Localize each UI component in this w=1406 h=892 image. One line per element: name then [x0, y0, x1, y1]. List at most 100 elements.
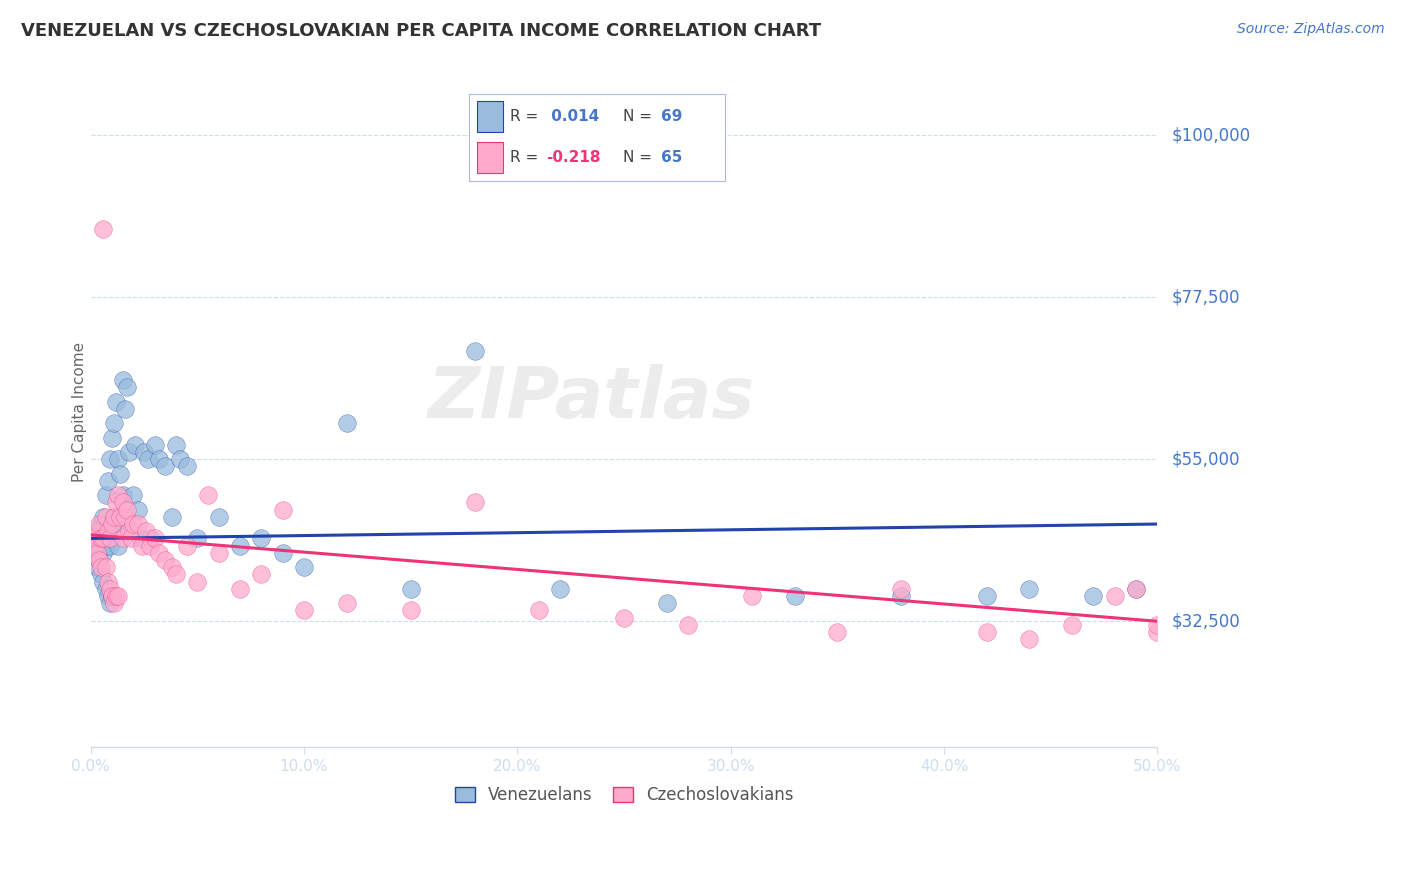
Point: [1018, 632, 1040, 647]
Point: [148, 546, 170, 560]
Point: [976, 589, 998, 603]
Point: [105, 589, 128, 603]
Point: [169, 452, 191, 467]
Point: [98, 596, 121, 610]
Point: [105, 495, 128, 509]
Point: [98, 539, 121, 553]
Point: [292, 560, 315, 574]
Point: [143, 438, 166, 452]
Point: [464, 344, 486, 359]
Text: Source: ZipAtlas.com: Source: ZipAtlas.com: [1237, 22, 1385, 37]
Point: [783, 589, 806, 603]
Text: $77,500: $77,500: [1171, 288, 1240, 306]
Point: [148, 452, 170, 467]
Point: [111, 373, 134, 387]
Point: [120, 532, 142, 546]
Point: [464, 495, 486, 509]
Point: [271, 546, 294, 560]
Point: [82, 532, 104, 546]
Point: [103, 509, 125, 524]
Point: [128, 532, 150, 546]
Point: [83, 539, 105, 553]
Point: [90, 567, 112, 582]
Point: [120, 524, 142, 539]
Point: [107, 488, 129, 502]
Point: [1146, 618, 1168, 632]
Point: [86, 546, 108, 560]
Point: [93, 532, 115, 546]
Text: $100,000: $100,000: [1171, 126, 1250, 145]
Point: [93, 546, 115, 560]
Point: [118, 524, 141, 539]
Point: [890, 582, 912, 596]
Point: [110, 467, 132, 481]
Point: [741, 589, 763, 603]
Point: [103, 509, 125, 524]
Point: [1083, 589, 1105, 603]
Point: [101, 516, 124, 531]
Point: [101, 516, 124, 531]
Point: [94, 560, 117, 574]
Point: [114, 401, 136, 416]
Point: [86, 524, 108, 539]
Text: $32,500: $32,500: [1171, 612, 1240, 631]
Point: [103, 416, 125, 430]
Point: [132, 445, 155, 459]
Point: [90, 516, 112, 531]
Point: [976, 625, 998, 640]
Point: [122, 516, 145, 531]
Point: [676, 618, 699, 632]
Point: [250, 567, 273, 582]
Point: [86, 560, 108, 574]
Point: [122, 488, 145, 502]
Point: [139, 532, 162, 546]
Point: [107, 589, 129, 603]
Point: [527, 603, 550, 617]
Point: [207, 509, 229, 524]
Legend: Venezuelans, Czechoslovakians: Venezuelans, Czechoslovakians: [446, 778, 801, 813]
Point: [271, 502, 294, 516]
Point: [890, 589, 912, 603]
Point: [115, 502, 138, 516]
Point: [115, 380, 138, 394]
Point: [127, 502, 149, 516]
Point: [336, 416, 359, 430]
Point: [97, 524, 120, 539]
Point: [94, 488, 117, 502]
Point: [1125, 582, 1147, 596]
Point: [111, 495, 134, 509]
Point: [83, 539, 105, 553]
Text: $55,000: $55,000: [1171, 450, 1240, 468]
Point: [186, 532, 208, 546]
Point: [176, 459, 198, 474]
Point: [90, 532, 112, 546]
Point: [94, 509, 117, 524]
Point: [105, 516, 128, 531]
Point: [229, 539, 252, 553]
Point: [143, 532, 166, 546]
Point: [292, 603, 315, 617]
Point: [93, 509, 115, 524]
Point: [197, 488, 219, 502]
Point: [89, 516, 111, 531]
Point: [250, 532, 273, 546]
Point: [1018, 582, 1040, 596]
Point: [97, 589, 120, 603]
Y-axis label: Per Capita Income: Per Capita Income: [72, 343, 87, 483]
Point: [613, 610, 636, 624]
Point: [98, 582, 121, 596]
Point: [97, 474, 120, 488]
Point: [90, 560, 112, 574]
Point: [101, 431, 124, 445]
Point: [655, 596, 678, 610]
Point: [336, 596, 359, 610]
Point: [93, 574, 115, 589]
Point: [155, 553, 177, 567]
Point: [135, 524, 157, 539]
Point: [139, 539, 162, 553]
Point: [107, 452, 129, 467]
Point: [1104, 589, 1126, 603]
Point: [160, 560, 183, 574]
Point: [186, 574, 208, 589]
Point: [1146, 625, 1168, 640]
